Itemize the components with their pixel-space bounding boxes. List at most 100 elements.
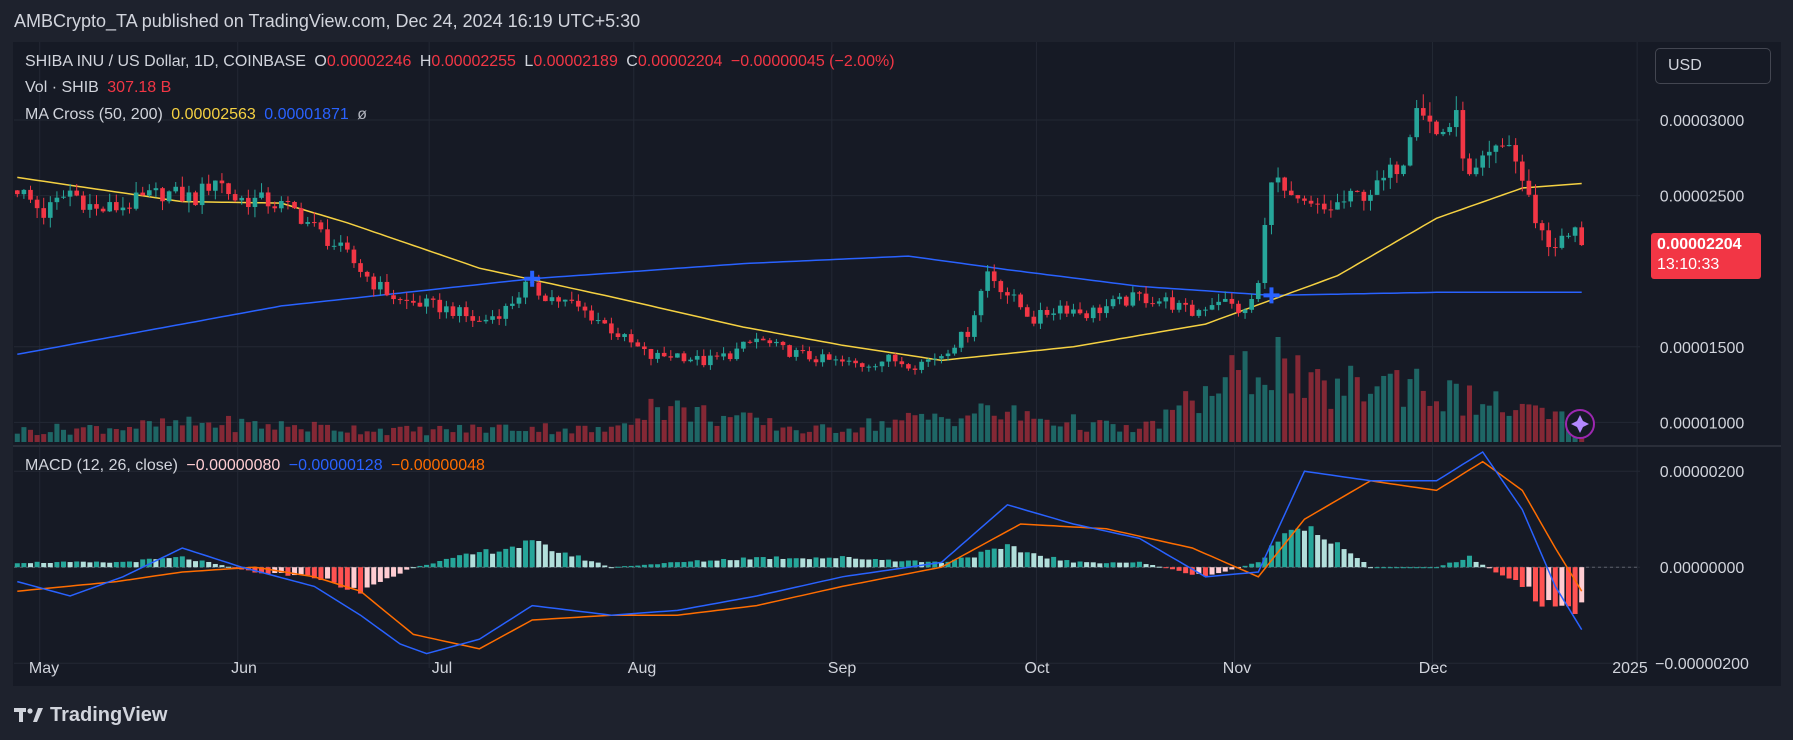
candle-body — [312, 222, 317, 224]
macd-hist-bar — [747, 559, 753, 568]
candle-body — [74, 190, 80, 196]
macd-hist-bar — [1249, 563, 1255, 568]
volume-bar — [1275, 337, 1281, 442]
candle-body — [1117, 296, 1122, 300]
volume-bar — [1295, 355, 1301, 442]
candle-body — [576, 300, 581, 307]
candle-body — [1308, 200, 1314, 204]
macd-hist-bar — [67, 562, 73, 568]
macd-hist-bar — [1176, 567, 1182, 571]
volume-bar — [1255, 377, 1261, 442]
macd-hist-bar — [668, 562, 674, 568]
macd-hist-bar — [595, 562, 601, 568]
currency-selector[interactable]: USD — [1655, 48, 1771, 84]
volume-bar — [219, 425, 225, 442]
volume-bar — [985, 405, 991, 442]
candle-body — [1328, 209, 1334, 211]
candle-body — [1196, 310, 1202, 316]
candle-body — [675, 353, 680, 358]
candle-body — [622, 334, 627, 338]
volume-bar — [998, 419, 1004, 442]
candle-body — [1150, 303, 1155, 305]
macd-hist-bar — [978, 551, 984, 568]
macd-hist-bar — [120, 561, 126, 568]
candle-body — [886, 354, 891, 362]
candle-body — [714, 355, 720, 357]
volume-bar — [27, 429, 34, 442]
ma50-value: 0.00002563 — [171, 106, 256, 123]
candle-body — [1018, 294, 1023, 308]
volume-bar — [1433, 401, 1439, 442]
macd-hist-bar — [800, 558, 806, 568]
macd-hist-bar — [569, 556, 575, 568]
time-tick-label: Jul — [432, 660, 452, 677]
candle-body — [1183, 302, 1188, 305]
volume-bar — [529, 426, 535, 442]
macd-hist-bar — [1136, 561, 1142, 568]
macd-hist-bar — [932, 561, 938, 568]
macd-hist-bar — [496, 551, 502, 568]
chart-area[interactable] — [13, 42, 1781, 686]
volume-bar — [153, 426, 159, 442]
macd-hist-bar — [1361, 561, 1367, 568]
macd-hist-bar — [364, 567, 370, 588]
macd-hist-bar — [1341, 549, 1347, 568]
volume-bar — [1136, 428, 1142, 442]
candle-body — [708, 355, 713, 366]
volume-bar — [866, 418, 872, 442]
macd-hist-bar — [985, 549, 991, 568]
candle-body — [965, 331, 971, 337]
volume-bar — [813, 425, 819, 442]
volume-bar — [925, 419, 931, 442]
candle-body — [331, 245, 337, 247]
candle-body — [543, 295, 548, 302]
volume-bar — [338, 431, 344, 442]
macd-hist-bar — [265, 567, 271, 575]
candle-body — [1381, 177, 1386, 181]
volume-bar — [1460, 415, 1466, 442]
volume-bar — [608, 426, 614, 442]
volume-bar — [1334, 378, 1340, 442]
volume-bar — [437, 425, 443, 442]
tradingview-footer[interactable]: TradingView — [14, 700, 167, 730]
candle-body — [972, 315, 977, 337]
volume-bar — [787, 426, 793, 442]
macd-hist-bar — [1579, 567, 1585, 603]
volume-bar — [259, 428, 265, 442]
macd-hist-bar — [41, 562, 47, 568]
macd-hist-bar — [820, 558, 826, 568]
candle-body — [87, 204, 93, 210]
candle-body — [661, 352, 667, 357]
publisher-header: AMBCrypto_TA published on TradingView.co… — [14, 11, 641, 31]
volume-bar — [404, 425, 410, 442]
volume-bar — [285, 426, 291, 442]
volume-bar — [443, 429, 449, 442]
volume-bar — [1090, 422, 1096, 442]
macd-hist-bar — [971, 557, 977, 568]
volume-bar — [1031, 418, 1037, 442]
macd-hist-bar — [100, 562, 106, 568]
volume-bar — [1209, 395, 1215, 442]
volume-bar — [1169, 409, 1175, 442]
candle-body — [833, 359, 839, 361]
candle-body — [846, 360, 852, 362]
volume-bar — [311, 421, 317, 442]
candle-body — [721, 353, 726, 357]
candle-body — [958, 331, 964, 348]
volume-bar — [1354, 377, 1360, 442]
macd-hist-bar — [899, 561, 905, 568]
macd-line — [17, 450, 1583, 655]
volume-bar — [1539, 407, 1545, 442]
close-label: C — [626, 53, 638, 70]
macd-hist-bar — [338, 567, 344, 588]
candle-body — [1420, 108, 1426, 116]
macd-hist-bar — [674, 562, 680, 568]
macd-hist-bar — [991, 548, 997, 568]
candle-body — [1552, 247, 1558, 249]
macd-hist-bar — [556, 552, 562, 568]
macd-hist-bar — [443, 558, 449, 568]
volume-bar — [509, 430, 515, 442]
candle-body — [444, 306, 449, 313]
volume-bar — [424, 435, 430, 442]
